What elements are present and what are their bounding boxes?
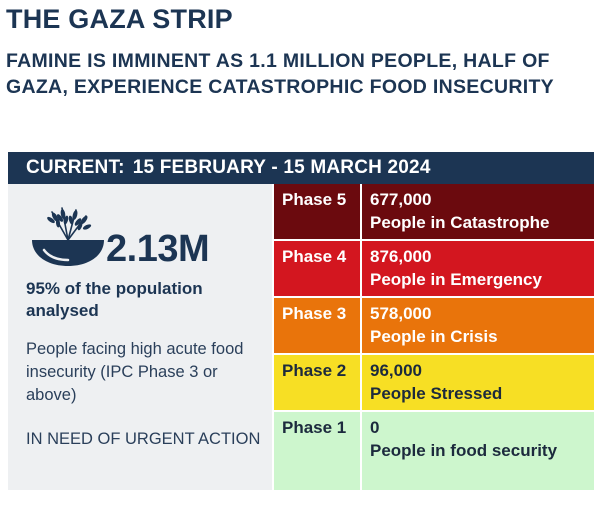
phase-5-value: 677,000 People in Catastrophe (362, 184, 594, 239)
phase-3-value: 578,000 People in Crisis (362, 298, 594, 353)
population-note: 95% of the population analysed (26, 279, 203, 320)
phase-2-label: Phase 2 (274, 355, 360, 410)
phase-2-description: People Stressed (370, 384, 503, 403)
phase-4-description: People in Emergency (370, 270, 542, 289)
phase-1-value: 0 People in food security (362, 412, 594, 490)
summary-description: People facing high acute food insecurity… (26, 340, 244, 404)
urgent-action-note: IN NEED OF URGENT ACTION (26, 430, 261, 448)
phase-5-row: Phase 5 677,000 People in Catastrophe (274, 184, 594, 239)
phase-2-count: 96,000 (370, 361, 422, 380)
current-period-banner: CURRENT: 15 FEBRUARY - 15 MARCH 2024 (8, 152, 594, 184)
phase-5-count: 677,000 (370, 190, 432, 209)
phase-5-description: People in Catastrophe (370, 213, 550, 232)
phase-4-value: 876,000 People in Emergency (362, 241, 594, 296)
phase-3-description: People in Crisis (370, 327, 498, 346)
total-affected: 2.13M (106, 228, 210, 270)
phase-1-row: Phase 1 0 People in food security (274, 412, 594, 490)
phase-1-description: People in food security (370, 441, 558, 460)
current-period-text: CURRENT: 15 FEBRUARY - 15 MARCH 2024 (26, 157, 431, 179)
wheat-bowl-icon (32, 207, 104, 266)
page-title: THE GAZA STRIP (6, 4, 233, 34)
phase-3-count: 578,000 (370, 304, 432, 323)
phase-2-row: Phase 2 96,000 People Stressed (274, 355, 594, 410)
phase-1-label: Phase 1 (274, 412, 360, 490)
page-subtitle: FAMINE IS IMMINENT AS 1.1 MILLION PEOPLE… (6, 50, 554, 98)
phase-4-count: 876,000 (370, 247, 432, 266)
phase-1-count: 0 (370, 418, 380, 437)
phase-5-label: Phase 5 (274, 184, 360, 239)
current-period: 15 FEBRUARY - 15 MARCH 2024 (132, 157, 431, 178)
phase-4-row: Phase 4 876,000 People in Emergency (274, 241, 594, 296)
phase-3-label: Phase 3 (274, 298, 360, 353)
phase-3-row: Phase 3 578,000 People in Crisis (274, 298, 594, 353)
current-label: CURRENT: (26, 157, 125, 178)
phase-4-label: Phase 4 (274, 241, 360, 296)
phase-2-value: 96,000 People Stressed (362, 355, 594, 410)
summary-panel: 2.13M 95% of the population analysed Peo… (8, 184, 272, 490)
